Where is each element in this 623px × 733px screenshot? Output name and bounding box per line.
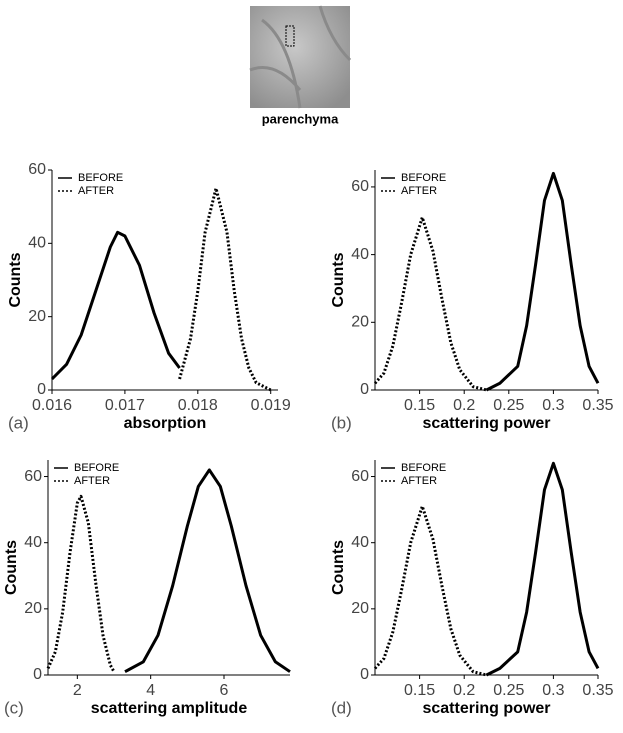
chart-panel: 0 20 40 60 0.016 0.017 0.018 0.019 absorption Cou…	[7, 161, 291, 432]
x-tick-label: 0.15	[404, 397, 435, 414]
data-line	[485, 461, 600, 677]
panel-label: (d)	[331, 698, 352, 717]
data-line	[485, 171, 600, 392]
x-axis-label: scattering power	[422, 700, 550, 717]
data-line	[124, 468, 291, 674]
legend-label: AFTER	[401, 475, 437, 487]
y-tick-label: 0	[33, 666, 42, 683]
legend-label: BEFORE	[401, 172, 446, 184]
y-tick-label: 40	[351, 246, 369, 263]
x-tick-label: 6	[220, 682, 229, 699]
panel-label: (a)	[8, 413, 29, 432]
x-tick-label: 2	[73, 682, 82, 699]
y-tick-label: 20	[351, 600, 369, 617]
x-axis-label: scattering power	[422, 415, 550, 432]
y-tick-label: 40	[24, 534, 42, 551]
x-tick-label: 4	[146, 682, 155, 699]
legend-label: BEFORE	[401, 462, 446, 474]
legend-label: AFTER	[401, 185, 437, 197]
panel-label: (c)	[4, 698, 24, 717]
y-tick-label: 60	[351, 468, 369, 485]
data-line	[178, 186, 272, 392]
y-axis-label: Counts	[7, 252, 24, 307]
legend-label: AFTER	[78, 185, 114, 197]
y-tick-label: 20	[351, 314, 369, 331]
x-tick-label: 0.2	[453, 682, 475, 699]
x-tick-label: 0.3	[542, 682, 564, 699]
chart-panel: 0 20 40 60 0.15 0.2 0.25 0.3 0.35 scattering powe…	[330, 170, 614, 432]
y-tick-label: 60	[351, 178, 369, 195]
x-tick-label: 0.018	[178, 397, 218, 414]
data-line	[50, 230, 181, 381]
y-axis-label: Counts	[3, 540, 20, 595]
legend-label: AFTER	[74, 475, 110, 487]
x-tick-label: 0.019	[251, 397, 291, 414]
panel-label: (b)	[331, 413, 352, 432]
y-tick-label: 60	[28, 161, 46, 178]
x-axis-label: absorption	[124, 415, 207, 432]
y-tick-label: 60	[24, 468, 42, 485]
y-axis-label: Counts	[330, 540, 347, 595]
image-label: parenchyma	[262, 111, 339, 126]
tissue-image	[249, 5, 352, 109]
x-axis-label: scattering amplitude	[91, 700, 248, 717]
x-tick-label: 0.25	[493, 682, 524, 699]
y-tick-label: 20	[28, 308, 46, 325]
x-tick-label: 0.2	[453, 397, 475, 414]
y-tick-label: 40	[351, 534, 369, 551]
y-tick-label: 0	[360, 666, 369, 683]
data-line	[373, 215, 487, 392]
data-line	[373, 504, 487, 677]
x-tick-label: 0.25	[493, 397, 524, 414]
x-tick-label: 0.016	[32, 397, 72, 414]
y-tick-label: 40	[28, 235, 46, 252]
legend-label: BEFORE	[78, 172, 123, 184]
x-tick-label: 0.35	[582, 397, 613, 414]
x-tick-label: 0.3	[542, 397, 564, 414]
y-tick-label: 0	[360, 381, 369, 398]
chart-panel: 0 20 40 60 0.15 0.2 0.25 0.3 0.35 scattering powe…	[330, 460, 614, 717]
y-tick-label: 0	[37, 381, 46, 398]
x-tick-label: 0.017	[105, 397, 145, 414]
legend-label: BEFORE	[74, 462, 119, 474]
x-tick-label: 0.15	[404, 682, 435, 699]
y-tick-label: 20	[24, 600, 42, 617]
x-tick-label: 0.35	[582, 682, 613, 699]
data-line	[46, 494, 116, 673]
y-axis-label: Counts	[330, 252, 347, 307]
